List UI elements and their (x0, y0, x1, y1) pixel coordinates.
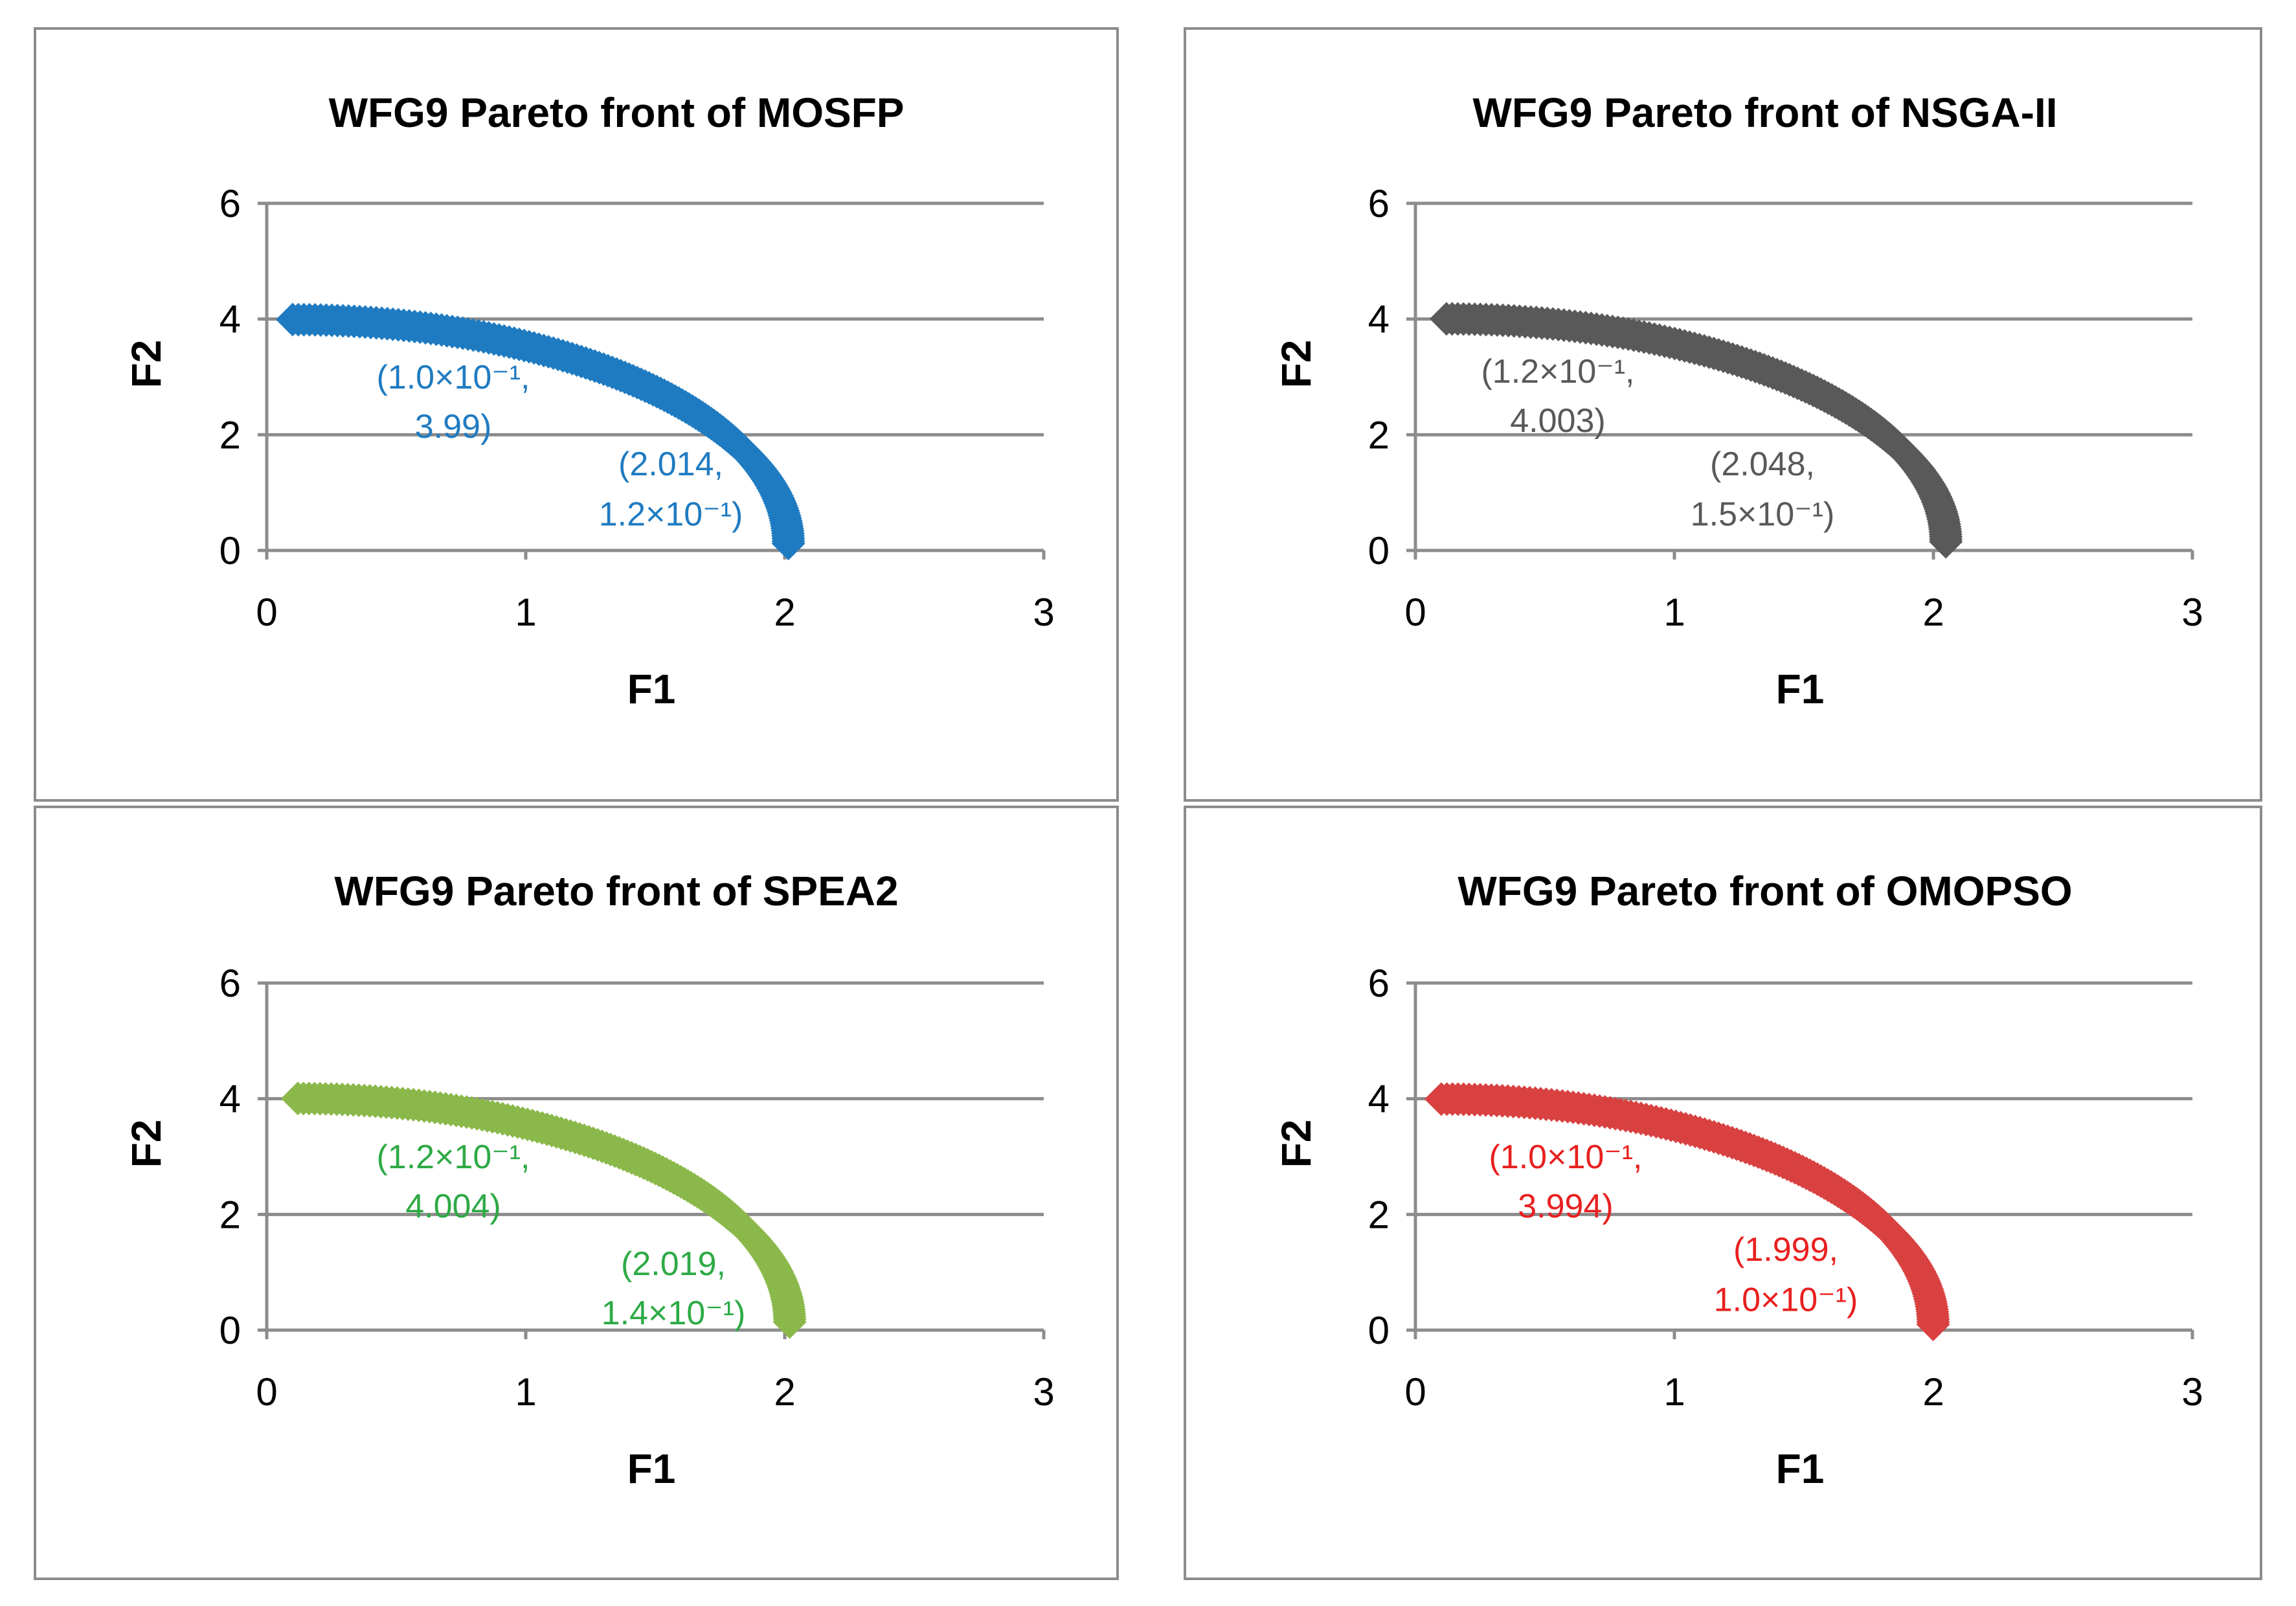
x-tick-label: 1 (1663, 591, 1685, 634)
y-tick-label: 6 (1368, 182, 1390, 225)
x-tick-label: 3 (2181, 1370, 2203, 1414)
y-tick-label: 2 (1368, 1193, 1390, 1236)
chart-panel-mosfp: WFG9 Pareto front of MOSFP 0 2 4 6 0 1 2 3 F1 F2 (1… (34, 27, 1119, 802)
x-tick-label: 0 (256, 1370, 277, 1414)
y-tick-label: 4 (219, 1078, 241, 1121)
data-point (1916, 1307, 1950, 1342)
y-axis-title: F2 (123, 340, 170, 389)
data-label: (2.014, (618, 446, 723, 483)
x-tick-label: 0 (256, 591, 277, 634)
data-point (1929, 525, 1963, 559)
data-point (772, 1305, 807, 1339)
data-label: (1.2×10⁻¹, (376, 1138, 530, 1176)
x-tick-label: 3 (1033, 1370, 1054, 1414)
pareto-front-series (276, 302, 805, 561)
data-label: 4.003) (1510, 402, 1605, 440)
data-label: (2.019, (621, 1245, 726, 1283)
chart-panel-nsga2: WFG9 Pareto front of NSGA-II 0 2 4 6 0 1 2 3 F1 F2… (1184, 27, 2262, 802)
y-tick-label: 6 (1368, 962, 1390, 1005)
x-tick-label: 3 (1033, 591, 1054, 634)
pareto-front-series (1430, 302, 1963, 559)
data-label: 1.0×10⁻¹) (1714, 1282, 1858, 1319)
y-tick-label: 2 (219, 413, 241, 457)
data-label: 4.004) (405, 1188, 501, 1225)
y-tick-label: 0 (1368, 1309, 1390, 1352)
chart-title: WFG9 Pareto front of OMOPSO (1458, 868, 2072, 914)
x-tick-label: 0 (1404, 1370, 1426, 1414)
chart-title: WFG9 Pareto front of MOSFP (329, 89, 905, 136)
y-tick-label: 0 (1368, 529, 1390, 572)
y-tick-label: 4 (219, 298, 241, 341)
data-label: (1.2×10⁻¹, (1481, 353, 1634, 390)
chart-panel-spea2: WFG9 Pareto front of SPEA2 0 2 4 6 0 1 2 3 F1 F2 (1… (34, 806, 1119, 1580)
y-tick-label: 6 (219, 962, 241, 1005)
data-label: 3.99) (415, 408, 492, 446)
data-label: (2.048, (1710, 446, 1815, 483)
x-tick-label: 1 (1663, 1370, 1685, 1414)
data-label: (1.0×10⁻¹, (1489, 1138, 1642, 1176)
x-axis-title: F1 (627, 666, 676, 712)
data-label: 3.994) (1518, 1188, 1613, 1225)
y-tick-label: 6 (219, 182, 241, 225)
pareto-front-series (1424, 1082, 1950, 1342)
data-label: 1.4×10⁻¹) (602, 1295, 746, 1332)
y-axis-title: F2 (1273, 340, 1320, 389)
y-axis-title: F2 (123, 1120, 170, 1168)
x-axis-title: F1 (1776, 1445, 1825, 1492)
x-tick-label: 1 (515, 1370, 536, 1414)
data-label: (1.0×10⁻¹, (376, 359, 530, 396)
x-tick-label: 2 (774, 1370, 795, 1414)
y-tick-label: 4 (1368, 298, 1390, 341)
data-label: (1.999, (1733, 1231, 1838, 1269)
chart-title: WFG9 Pareto front of SPEA2 (334, 868, 898, 914)
x-tick-label: 2 (774, 591, 795, 634)
chart-svg-omopso: WFG9 Pareto front of OMOPSO 0 2 4 6 0 1 2 3 F1 F2 (… (1273, 868, 2203, 1492)
x-axis-title: F1 (1776, 666, 1825, 712)
pareto-front-series (281, 1081, 807, 1339)
data-point (771, 526, 805, 561)
chart-svg-spea2: WFG9 Pareto front of SPEA2 0 2 4 6 0 1 2 3 F1 F2 (1… (123, 868, 1055, 1492)
x-tick-label: 1 (515, 591, 536, 634)
x-axis-title: F1 (627, 1445, 676, 1492)
chart-panel-omopso: WFG9 Pareto front of OMOPSO 0 2 4 6 0 1 2 3 F1 F2 (… (1184, 806, 2262, 1580)
y-tick-label: 2 (219, 1193, 241, 1236)
x-tick-label: 0 (1404, 591, 1426, 634)
y-tick-label: 2 (1368, 413, 1390, 457)
x-tick-label: 3 (2181, 591, 2203, 634)
x-tick-label: 2 (1922, 1370, 1944, 1414)
y-tick-label: 0 (219, 1309, 241, 1352)
chart-title: WFG9 Pareto front of NSGA-II (1472, 89, 2057, 136)
x-tick-label: 2 (1922, 591, 1944, 634)
data-label: 1.2×10⁻¹) (599, 496, 743, 534)
chart-svg-mosfp: WFG9 Pareto front of MOSFP 0 2 4 6 0 1 2 3 F1 F2 (1… (123, 89, 1055, 712)
data-label: 1.5×10⁻¹) (1691, 496, 1835, 534)
y-tick-label: 0 (219, 529, 241, 572)
y-axis-title: F2 (1273, 1120, 1320, 1168)
y-tick-label: 4 (1368, 1078, 1390, 1121)
chart-svg-nsga2: WFG9 Pareto front of NSGA-II 0 2 4 6 0 1 2 3 F1 F2… (1273, 89, 2203, 712)
